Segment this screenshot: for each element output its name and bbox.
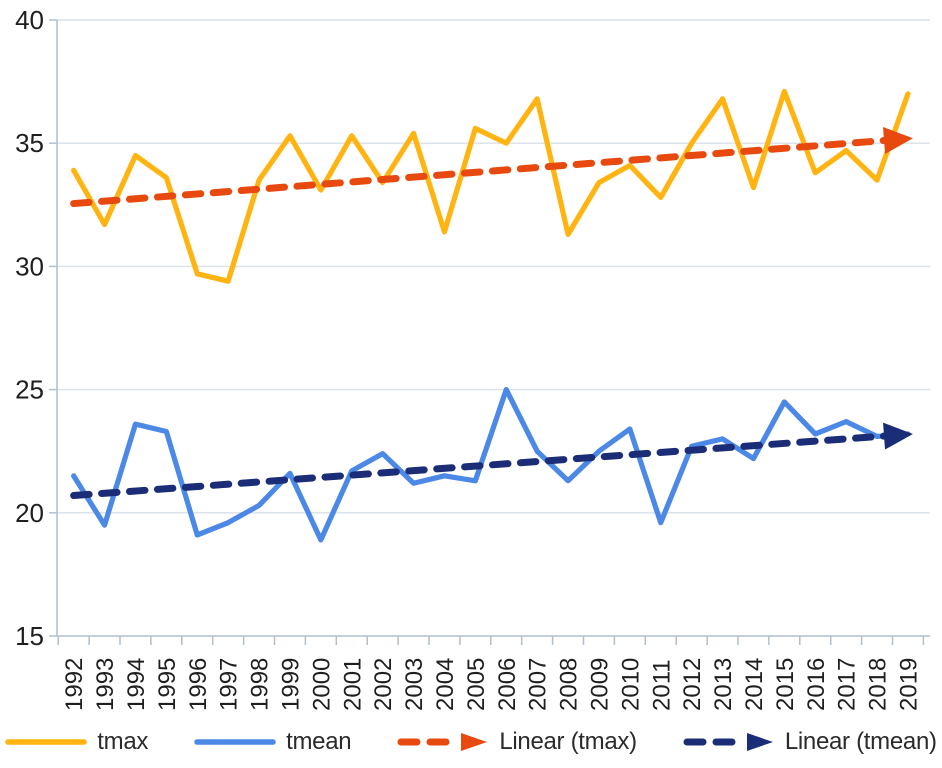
Lineartmean-trendline (70, 432, 888, 500)
x-axis-tick-label: 1998 (247, 658, 274, 711)
x-axis-tick-label: 1992 (61, 658, 88, 711)
x-axis-tick-label: 2006 (494, 658, 521, 711)
x-axis-tick-label: 2003 (401, 658, 428, 711)
y-axis-tick-label: 35 (15, 128, 44, 158)
Lineartmax-trendline (70, 137, 888, 208)
y-axis-tick-label: 30 (15, 251, 44, 281)
x-axis-tick-label: 2008 (556, 658, 583, 711)
legend-item-Lineartmean: Linear (tmean) (683, 728, 937, 756)
legend-label: Linear (tmax) (499, 728, 637, 755)
legend-swatch-line (194, 739, 276, 745)
y-axis-tick-label: 25 (15, 375, 44, 405)
x-axis-tick-label: 1997 (216, 658, 243, 711)
x-axis-tick-label: 1994 (123, 658, 150, 711)
y-axis-tick-label: 20 (15, 498, 44, 528)
legend-item-tmax: tmax (5, 728, 148, 756)
legend-arrowhead-icon (746, 733, 773, 751)
x-axis-tick-label: 2010 (617, 658, 644, 711)
x-axis-tick-label: 2017 (834, 658, 861, 711)
legend-label: Linear (tmean) (784, 728, 937, 755)
x-axis-tick-label: 1993 (92, 658, 119, 711)
x-axis-tick-label: 2012 (679, 658, 706, 711)
x-axis-tick-label: 2009 (586, 658, 613, 711)
tmean-line (71, 387, 911, 543)
x-axis-tick-label: 2011 (648, 659, 675, 711)
tmax-line (71, 88, 911, 284)
x-axis-tick-label: 2013 (710, 658, 737, 711)
x-axis-tick-label: 2002 (370, 658, 397, 711)
x-axis-tick-label: 1999 (277, 658, 304, 711)
legend-label: tmax (97, 728, 149, 755)
legend-swatch-line (5, 739, 88, 745)
legend-arrowhead-icon (461, 733, 488, 751)
x-axis-tick-label: 1995 (154, 658, 181, 711)
y-axis-tick-label: 40 (15, 5, 44, 35)
x-axis-tick-label: 2015 (772, 658, 799, 711)
x-axis-tick-label: 2018 (865, 658, 892, 711)
x-axis-tick-label: 2004 (432, 658, 459, 711)
y-axis-tick-label: 15 (15, 621, 44, 651)
legend-item-Lineartmax: Linear (tmax) (397, 728, 637, 756)
x-axis-tick-label: 1996 (185, 658, 212, 711)
legend-label: tmean (286, 728, 352, 755)
x-axis-tick-label: 2005 (463, 658, 490, 711)
Lineartmax-arrowhead (882, 127, 913, 154)
chart-legend: tmax tmean Linear (tmax) Linear (tmean) (0, 720, 942, 764)
x-axis-tick-label: 2001 (339, 658, 366, 711)
x-axis-tick-label: 2000 (308, 658, 335, 711)
legend-swatch-dashed-arrow (397, 733, 488, 751)
legend-item-tmean: tmean (194, 728, 352, 756)
legend-swatch-dashed-arrow (683, 733, 773, 751)
x-axis-tick-label: 2016 (803, 658, 830, 711)
x-axis-tick-label: 2019 (895, 658, 922, 711)
x-axis-tick-label: 2007 (525, 658, 552, 711)
Lineartmean-arrowhead (883, 422, 913, 450)
x-axis-tick-label: 2014 (741, 658, 768, 711)
